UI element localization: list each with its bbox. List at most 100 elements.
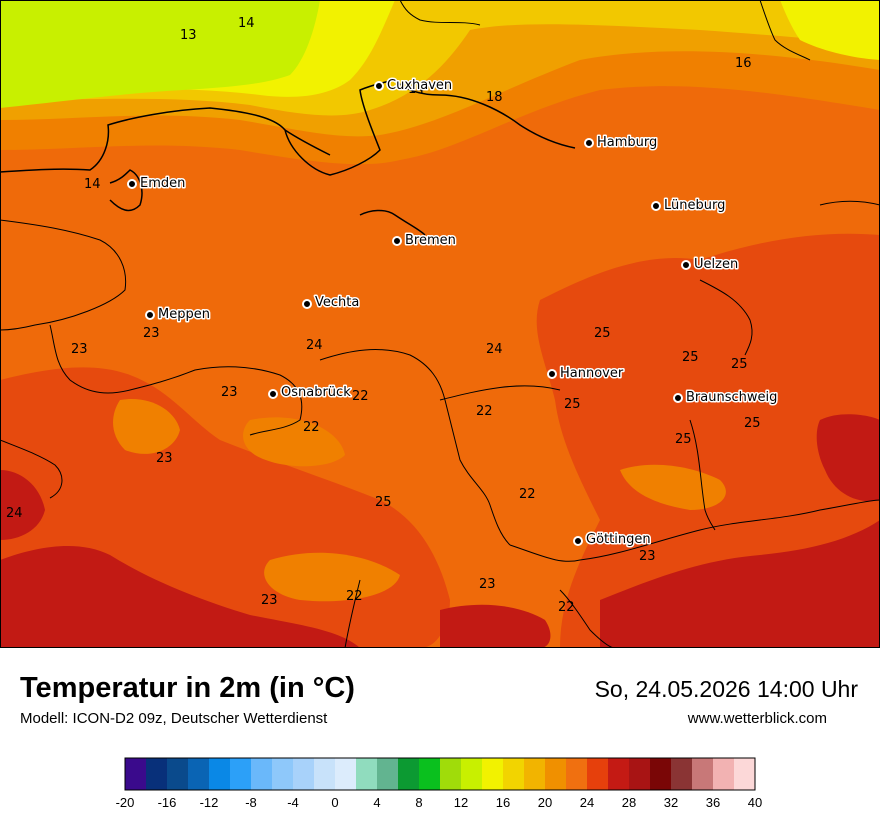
legend-swatch: [608, 758, 630, 790]
temp-zone-28-west: [0, 470, 45, 540]
value-label: 23: [639, 549, 656, 564]
legend-swatch: [398, 758, 420, 790]
cities: Cuxhaven Hamburg Emden Lüneburg Bremen U…: [127, 77, 779, 549]
legend-swatch: [188, 758, 210, 790]
legend-swatch: [377, 758, 399, 790]
value-label: 25: [375, 495, 392, 510]
city-label-hamburg: Hamburg: [597, 135, 657, 150]
value-label: 25: [675, 432, 692, 447]
legend-swatch: [671, 758, 693, 790]
legend-tick-label: 32: [664, 795, 678, 810]
legend-tick-label: -4: [287, 795, 299, 810]
legend-tick-label: -12: [200, 795, 219, 810]
legend-tick-label: 40: [748, 795, 762, 810]
legend-swatch: [419, 758, 441, 790]
legend-tick-label: 20: [538, 795, 552, 810]
value-label: 22: [352, 389, 369, 404]
legend-swatch: [713, 758, 735, 790]
coastline: [0, 79, 576, 236]
value-label: 22: [346, 589, 363, 604]
value-label: 23: [71, 342, 88, 357]
value-label: 22: [476, 404, 493, 419]
city-marker-hamburg: [584, 138, 594, 148]
city-label-meppen: Meppen: [158, 307, 210, 322]
legend-swatch: [440, 758, 462, 790]
legend-swatch: [209, 758, 231, 790]
value-label: 23: [479, 577, 496, 592]
website-link[interactable]: www.wetterblick.com: [687, 710, 827, 727]
city-label-braunschweig: Braunschweig: [686, 390, 777, 405]
value-label: 13: [180, 28, 197, 43]
value-label: 22: [519, 487, 536, 502]
value-label: 25: [682, 350, 699, 365]
legend-swatch: [524, 758, 546, 790]
legend-frame: [124, 757, 756, 791]
city-label-cuxhaven: Cuxhaven: [387, 78, 452, 93]
temp-zone-12: [0, 0, 320, 108]
value-label: 14: [84, 177, 101, 192]
city-label-bremen: Bremen: [405, 233, 456, 248]
value-label: 22: [558, 600, 575, 615]
city-marker-goettingen: [573, 536, 583, 546]
city-label-goettingen: Göttingen: [586, 532, 651, 547]
value-label: 23: [156, 451, 173, 466]
value-label: 23: [221, 385, 238, 400]
temp-zone-23-harz: [620, 464, 726, 510]
legend-canvas: -20 -16 -12 -8 -4 0 4 8 12 16 20 24 28 32 36 40: [116, 757, 762, 810]
temp-zone-24-south: [264, 552, 400, 602]
temp-zone-28-east: [816, 414, 880, 502]
city-label-emden: Emden: [140, 176, 185, 191]
legend-swatch: [587, 758, 609, 790]
value-label: 24: [486, 342, 503, 357]
legend-swatch: [125, 758, 147, 790]
legend-tick-label: 4: [373, 795, 380, 810]
temp-zone-25-east: [536, 233, 880, 648]
legend-tick-label: 28: [622, 795, 636, 810]
city-marker-cuxhaven: [374, 81, 384, 91]
map-title: Temperatur in 2m (in °C): [20, 672, 355, 704]
legend-tick-label: 24: [580, 795, 594, 810]
legend-swatch: [650, 758, 672, 790]
city-label-hannover: Hannover: [560, 366, 624, 381]
legend-swatch: [314, 758, 336, 790]
city-marker-lueneburg: [651, 201, 661, 211]
value-label: 25: [564, 397, 581, 412]
legend-swatch: [167, 758, 189, 790]
forecast-datetime: So, 24.05.2026 14:00 Uhr: [594, 676, 858, 702]
value-label: 14: [408, 82, 425, 97]
legend-swatch: [566, 758, 588, 790]
city-marker-osnabrueck: [268, 389, 278, 399]
color-legend: -20 -16 -12 -8 -4 0 4 8 12 16 20 24 28 32 36 40: [105, 754, 775, 824]
state-borders: [0, 0, 880, 648]
city-marker-bremen: [392, 236, 402, 246]
city-label-osnabrueck: Osnabrück: [281, 385, 351, 400]
value-label: 18: [486, 90, 503, 105]
city-label-uelzen: Uelzen: [694, 257, 738, 272]
legend-swatch: [503, 758, 525, 790]
value-label: 23: [261, 593, 278, 608]
legend-tick-label: -20: [116, 795, 135, 810]
legend-tick-label: 12: [454, 795, 468, 810]
legend-swatch: [335, 758, 357, 790]
city-label-vechta: Vechta: [315, 295, 359, 310]
value-label: 24: [6, 506, 23, 521]
value-labels: 13 14 14 18 16 14 23 23 24 24 25 25 25 2…: [6, 16, 761, 615]
temperature-map: 13 14 14 18 16 14 23 23 24 24 25 25 25 2…: [0, 0, 880, 648]
value-label: 24: [306, 338, 323, 353]
city-marker-meppen: [145, 310, 155, 320]
temp-zone-28-se: [600, 520, 880, 648]
legend-swatch: [146, 758, 168, 790]
legend-tick-label: -16: [158, 795, 177, 810]
legend-tick-label: 16: [496, 795, 510, 810]
legend-tick-label: 8: [415, 795, 422, 810]
legend-swatch: [734, 758, 756, 790]
value-label: 14: [238, 16, 255, 31]
value-label: 25: [594, 326, 611, 341]
legend-swatch: [461, 758, 483, 790]
city-marker-hannover: [547, 369, 557, 379]
value-label: 25: [744, 416, 761, 431]
city-marker-uelzen: [681, 260, 691, 270]
legend-swatch: [629, 758, 651, 790]
legend-swatch: [545, 758, 567, 790]
legend-swatch: [230, 758, 252, 790]
